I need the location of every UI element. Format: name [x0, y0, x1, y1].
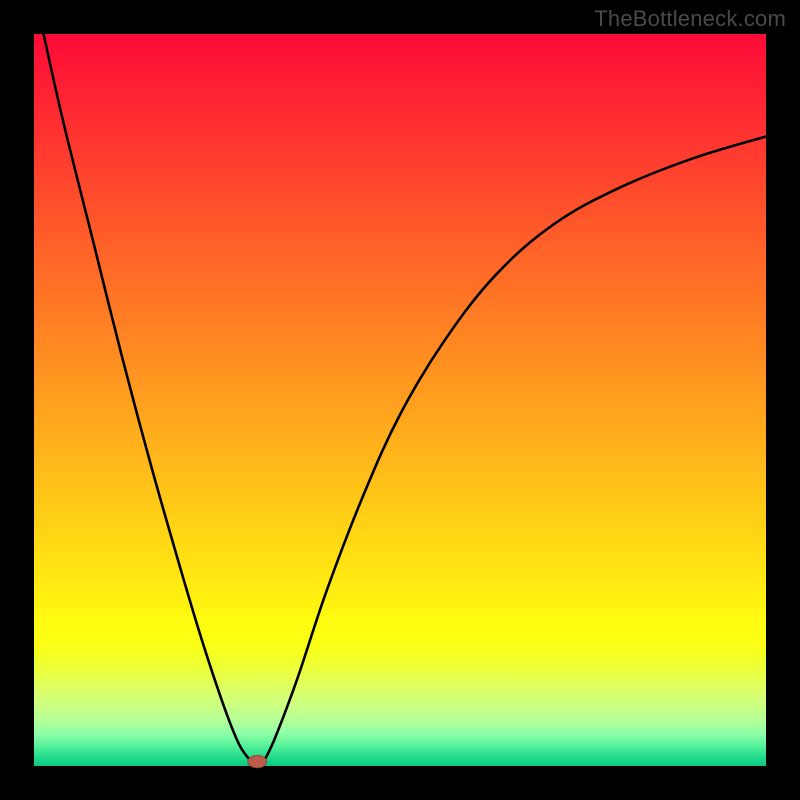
plot-background: [34, 34, 766, 766]
chart-container: { "watermark": { "text": "TheBottleneck.…: [0, 0, 800, 800]
bottleneck-chart: [0, 0, 800, 800]
minimum-marker: [248, 755, 267, 767]
watermark-text: TheBottleneck.com: [594, 6, 786, 32]
